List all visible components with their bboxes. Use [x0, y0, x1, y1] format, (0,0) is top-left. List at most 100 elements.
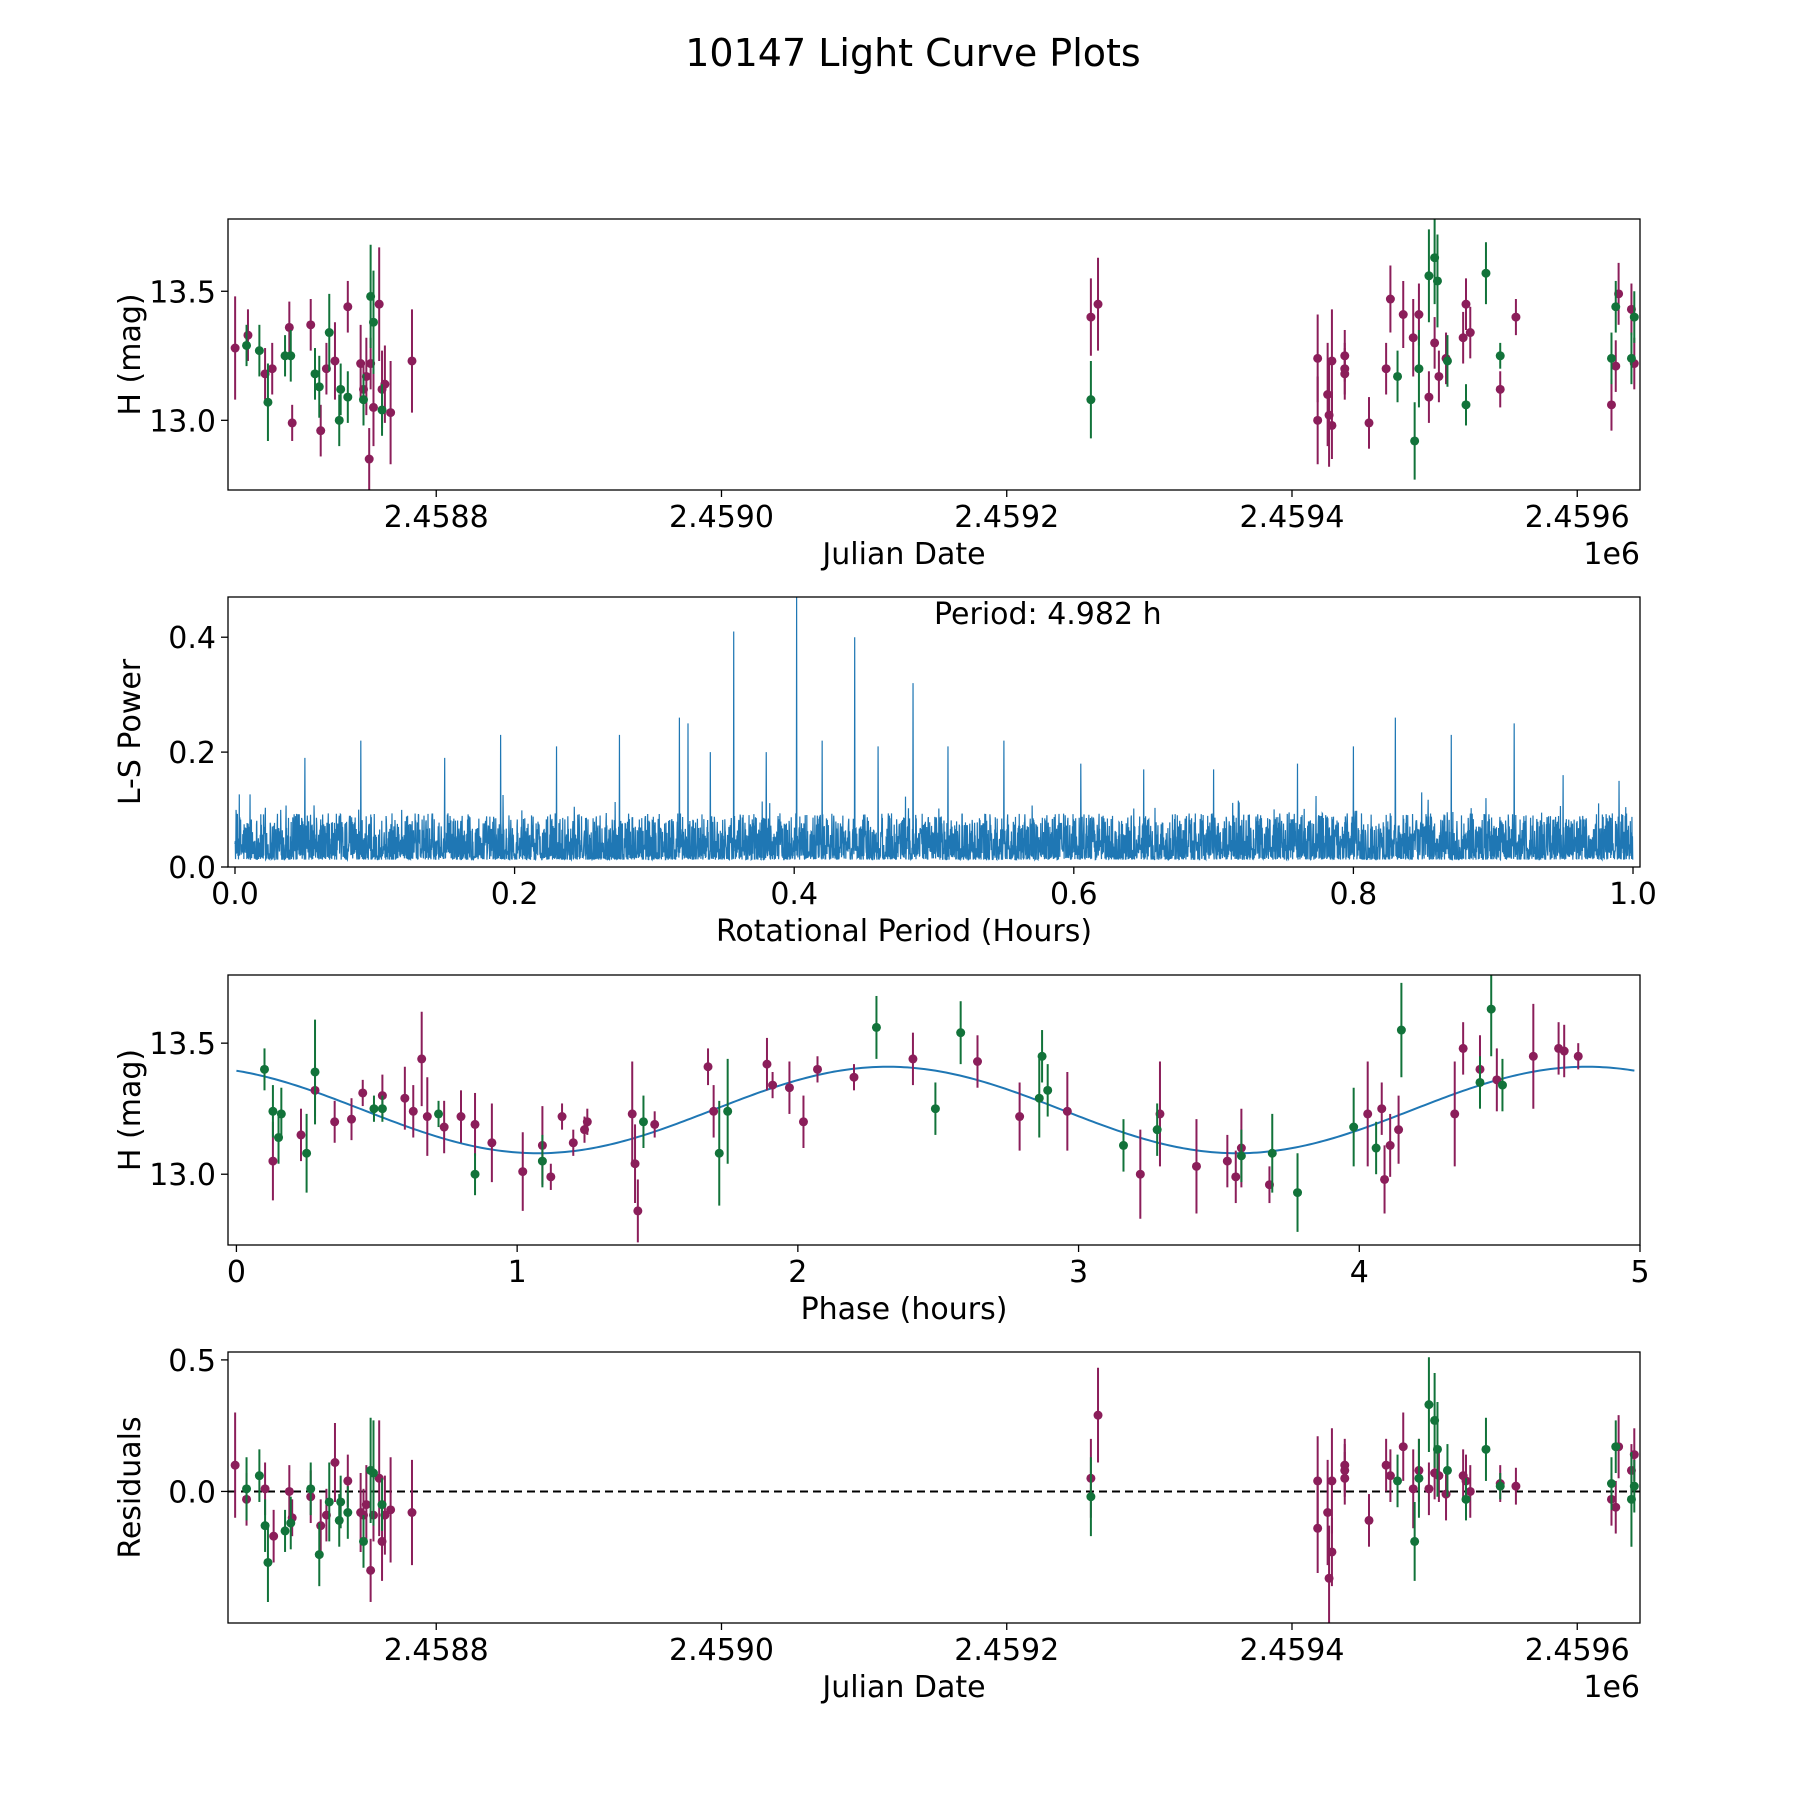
data-point [1424, 271, 1434, 281]
data-point [1222, 1156, 1232, 1166]
x-tick-label: 0 [227, 1255, 246, 1290]
y-axis-label: L-S Power [113, 658, 148, 805]
data-point [537, 1156, 547, 1166]
data-point [1385, 1471, 1395, 1481]
data-point [1465, 1486, 1475, 1496]
data-point [1340, 1465, 1350, 1475]
data-point [1511, 1481, 1521, 1491]
x-axis-label: Rotational Period (Hours) [716, 914, 1092, 949]
y-tick-label: 0.4 [168, 621, 216, 656]
y-axis-label: H (mag) [113, 1049, 148, 1171]
data-point [1573, 1051, 1583, 1061]
plot-area [236, 975, 1635, 1243]
data-point [568, 1138, 578, 1148]
x-axis-label: Julian Date [820, 537, 985, 572]
data-point [242, 1484, 252, 1494]
data-point [1461, 1494, 1471, 1504]
x-tick-label: 2.4594 [1239, 500, 1344, 535]
data-point [1398, 1442, 1408, 1452]
x-tick-label: 1 [508, 1255, 527, 1290]
data-point [242, 340, 252, 350]
data-point [369, 1104, 379, 1114]
data-point [1611, 1442, 1621, 1452]
data-point [280, 1526, 290, 1536]
data-point [368, 1468, 378, 1478]
data-point [284, 1486, 294, 1496]
data-point [1191, 1161, 1201, 1171]
data-point [284, 322, 294, 332]
data-point [334, 415, 344, 425]
data-point [364, 454, 374, 464]
y-axis-label: Residuals [113, 1416, 148, 1558]
x-tick-label: 2.4592 [954, 500, 1059, 535]
x-tick-label: 0.6 [1050, 877, 1098, 912]
data-point [334, 1515, 344, 1525]
data-point [267, 364, 277, 374]
x-tick-label: 1.0 [1609, 877, 1657, 912]
data-point [1511, 312, 1521, 322]
data-point [1381, 364, 1391, 374]
data-point [1364, 1515, 1374, 1525]
data-point [407, 1507, 417, 1517]
data-point [1093, 1410, 1103, 1420]
data-point [1465, 328, 1475, 338]
y-tick-label: 13.0 [149, 404, 216, 439]
data-point [1231, 1172, 1241, 1182]
data-point [1606, 1479, 1616, 1489]
x-tick-label: 5 [1630, 1255, 1649, 1290]
data-point [377, 405, 387, 415]
data-point [1381, 1460, 1391, 1470]
data-point [324, 1497, 334, 1507]
data-point [316, 426, 326, 436]
x-tick-label: 0.4 [770, 877, 818, 912]
data-point [1481, 268, 1491, 278]
data-point [400, 1093, 410, 1103]
data-point [1086, 395, 1096, 405]
data-point [343, 302, 353, 312]
data-point [470, 1119, 480, 1129]
y-axis-label: H (mag) [113, 293, 148, 415]
x-tick-label: 4 [1350, 1255, 1369, 1290]
figure-title: 10147 Light Curve Plots [685, 31, 1140, 75]
x-tick-label: 2 [788, 1255, 807, 1290]
data-point [1363, 1109, 1373, 1119]
data-point [470, 1169, 480, 1179]
data-point [1037, 1051, 1047, 1061]
data-point [343, 392, 353, 402]
data-point [1371, 1143, 1381, 1153]
data-point [871, 1022, 881, 1032]
data-point [723, 1106, 733, 1116]
data-point [1492, 1075, 1502, 1085]
x-tick-label: 0.8 [1330, 877, 1378, 912]
data-point [630, 1159, 640, 1169]
data-point [314, 382, 324, 392]
data-point [377, 1500, 387, 1510]
data-point [286, 1518, 296, 1528]
data-point [263, 1557, 273, 1567]
data-point [956, 1028, 966, 1038]
data-point [386, 1505, 396, 1515]
data-point [358, 1088, 368, 1098]
plot-area [228, 1357, 1640, 1623]
data-point [1293, 1188, 1303, 1198]
data-point [358, 395, 368, 405]
data-point [1410, 436, 1420, 446]
x-tick-label: 0.0 [211, 877, 259, 912]
data-point [1394, 1125, 1404, 1135]
data-point [1528, 1051, 1538, 1061]
data-point [1340, 369, 1350, 379]
x-tick-label: 2.4596 [1525, 500, 1630, 535]
data-point [518, 1167, 528, 1177]
data-point [1313, 1476, 1323, 1486]
data-point [268, 1156, 278, 1166]
data-point [1434, 371, 1444, 381]
data-point [1323, 1507, 1333, 1517]
data-point [1606, 400, 1616, 410]
data-point [768, 1080, 778, 1090]
data-point [456, 1112, 466, 1122]
data-point [306, 1484, 316, 1494]
model-curve [236, 1065, 1635, 1155]
data-point [310, 369, 320, 379]
data-point [287, 418, 297, 428]
